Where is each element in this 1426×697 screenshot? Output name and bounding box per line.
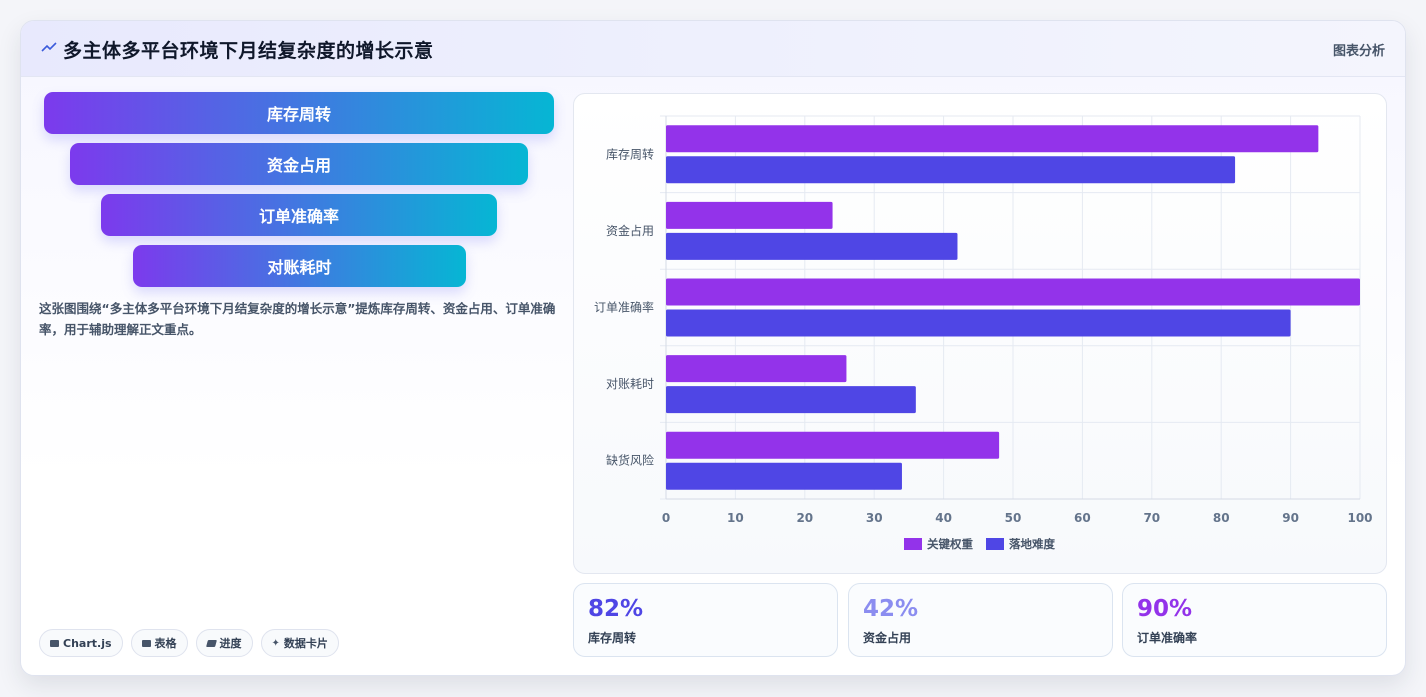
- bar-key-weight: [666, 431, 1000, 459]
- chart-analysis-link[interactable]: 图表分析: [1332, 44, 1385, 59]
- x-tick-label: 70: [1143, 511, 1160, 525]
- bar-key-weight: [666, 355, 847, 383]
- tag-chartjs[interactable]: Chart.js: [39, 629, 123, 657]
- funnel-step-label: 对账耗时: [267, 258, 332, 277]
- tag-label: Chart.js: [63, 636, 112, 650]
- x-tick-label: 80: [1213, 511, 1230, 525]
- x-tick-label: 0: [662, 511, 670, 525]
- y-tick-label: 库存周转: [606, 146, 654, 161]
- y-tick-label: 缺货风险: [606, 453, 654, 468]
- stat-card-capital: 42% 资金占用: [848, 583, 1113, 657]
- funnel-step-order-accuracy: 订单准确率: [101, 194, 497, 236]
- card-header: 多主体多平台环境下月结复杂度的增长示意 图表分析: [21, 21, 1405, 77]
- sparkle-icon: ✦: [271, 637, 280, 649]
- funnel-step-label: 资金占用: [266, 156, 331, 175]
- x-tick-label: 20: [796, 511, 813, 525]
- x-tick-label: 100: [1347, 511, 1372, 525]
- funnel-step-inventory-turnover: 库存周转: [44, 92, 554, 134]
- tag-label: 表格: [154, 637, 177, 650]
- table-icon: [141, 639, 151, 647]
- bar-key-weight: [666, 201, 833, 229]
- stat-card-order-accuracy: 90% 订单准确率: [1122, 583, 1387, 657]
- bar-chart: 0 10 20 30 40 50 60 70 80 90 100 库存周转资金占用订单准确率对账耗时缺…: [594, 115, 1373, 551]
- y-tick-label: 资金占用: [606, 223, 654, 238]
- stat-label: 库存周转: [588, 631, 637, 645]
- tag-table[interactable]: 表格: [130, 629, 188, 657]
- x-tick-label: 30: [866, 511, 883, 525]
- chart-description: 这张图围绕“多主体多平台环境下月结复杂度的增长示意”提炼库存周转、资金占用、订单…: [39, 301, 556, 337]
- tag-progress[interactable]: 进度: [195, 629, 253, 657]
- legend-swatch: [904, 538, 922, 550]
- funnel-step-label: 库存周转: [266, 105, 331, 124]
- x-tick-label: 50: [1005, 511, 1022, 525]
- y-tick-label: 对账耗时: [606, 377, 654, 391]
- tag-data-card[interactable]: ✦ 数据卡片: [260, 629, 339, 657]
- bar-landing-difficulty: [666, 309, 1291, 337]
- y-tick-label: 订单准确率: [594, 300, 654, 315]
- bar-key-weight: [666, 125, 1319, 153]
- stat-card-inventory: 82% 库存周转: [573, 583, 838, 657]
- chart-panel: 0 10 20 30 40 50 60 70 80 90 100 库存周转资金占用订单准确率对账耗时缺…: [573, 93, 1387, 574]
- bar-key-weight: [666, 278, 1360, 306]
- stat-value: 82%: [588, 596, 644, 622]
- tag-label: 数据卡片: [283, 637, 328, 650]
- bar-landing-difficulty: [666, 386, 916, 414]
- progress-icon: [205, 639, 217, 647]
- bar-landing-difficulty: [666, 232, 958, 260]
- stat-value: 90%: [1137, 596, 1193, 622]
- x-tick-label: 40: [935, 511, 952, 525]
- x-tick-label: 60: [1074, 511, 1091, 525]
- legend-label: 落地难度: [1009, 537, 1055, 551]
- trend-icon: [41, 42, 57, 52]
- funnel-step-reconciliation-time: 对账耗时: [133, 245, 466, 287]
- funnel-step-label: 订单准确率: [258, 207, 339, 226]
- legend-label: 关键权重: [927, 537, 973, 551]
- tag-list: Chart.js 表格 进度 ✦ 数据卡片: [39, 629, 339, 657]
- chart-icon: [50, 639, 59, 647]
- tag-label: 进度: [219, 637, 242, 650]
- x-tick-label: 10: [727, 511, 744, 525]
- page-title: 多主体多平台环境下月结复杂度的增长示意: [63, 40, 434, 62]
- funnel-step-capital-usage: 资金占用: [70, 143, 528, 185]
- bar-landing-difficulty: [666, 156, 1236, 184]
- main-card: 多主体多平台环境下月结复杂度的增长示意 图表分析 库存周转 资金占用 订单准确率…: [20, 20, 1406, 676]
- stat-label: 订单准确率: [1137, 631, 1198, 645]
- legend-swatch: [986, 538, 1004, 550]
- bar-landing-difficulty: [666, 462, 902, 490]
- stat-label: 资金占用: [863, 631, 912, 645]
- stat-value: 42%: [863, 596, 919, 622]
- x-tick-label: 90: [1282, 511, 1299, 525]
